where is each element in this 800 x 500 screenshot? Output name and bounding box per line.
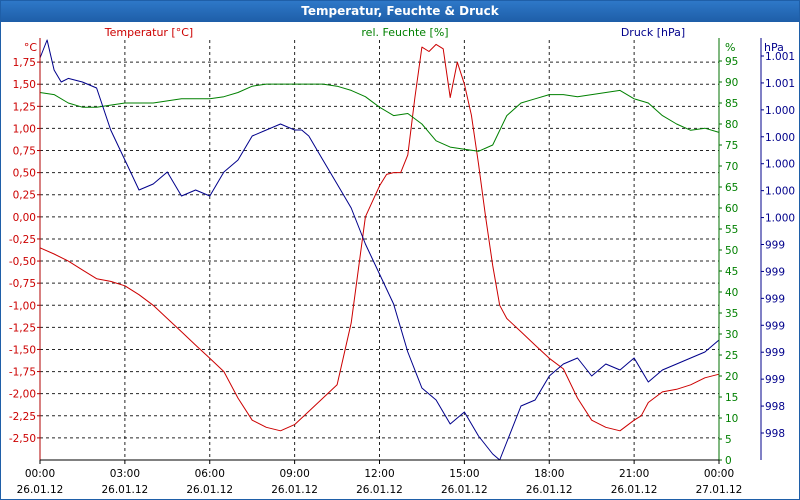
humidity-tick-label: 0 (725, 455, 732, 467)
temperature-tick-label: 0,50 (13, 168, 36, 180)
humidity-unit-label: % (725, 41, 735, 54)
x-tick-time-label: 06:00 (195, 468, 225, 480)
pressure-tick-label: 1.000 (765, 186, 795, 198)
temperature-tick-label: 0,00 (13, 212, 36, 224)
humidity-tick-label: 15 (725, 392, 738, 404)
temperature-tick-label: -0,25 (9, 234, 36, 246)
temperature-tick-label: 0,25 (13, 190, 36, 202)
x-tick-time-label: 09:00 (279, 468, 309, 480)
humidity-tick-label: 5 (725, 434, 732, 446)
temperature-axis-title: Temperatur [°C] (104, 26, 193, 39)
series-line-temperature (39, 43, 720, 432)
temperature-tick-label: -1,50 (9, 344, 36, 356)
x-tick-date-label: 26.01.12 (441, 484, 488, 496)
axis-ticks: 1,75 1,50 1,25 1,00 0,75 0,50 0,25 0,00 -0,25 -0,… (9, 51, 795, 496)
humidity-tick-label: 20 (725, 371, 738, 383)
humidity-tick-label: 95 (725, 56, 738, 68)
humidity-tick-label: 85 (725, 98, 738, 110)
pressure-tick-label: 1.001 (765, 78, 795, 90)
pressure-tick-label: 999 (765, 374, 785, 386)
chart-svg: 1,75 1,50 1,25 1,00 0,75 0,50 0,25 0,00 -0,25 -0,… (9, 26, 795, 496)
temperature-tick-label: -1,75 (9, 367, 36, 379)
x-tick-date-label: 27.01.12 (696, 484, 743, 496)
humidity-tick-label: 75 (725, 140, 738, 152)
pressure-tick-label: 998 (765, 428, 785, 440)
humidity-tick-label: 25 (725, 350, 738, 362)
temperature-tick-label: -0,50 (9, 256, 36, 268)
humidity-tick-label: 80 (725, 119, 738, 131)
pressure-tick-label: 999 (765, 320, 785, 332)
humidity-tick-label: 35 (725, 308, 738, 320)
temperature-tick-label: 1,25 (13, 101, 36, 113)
pressure-axis-title: Druck [hPa] (621, 26, 685, 39)
humidity-tick-label: 45 (725, 266, 738, 278)
pressure-tick-label: 999 (765, 347, 785, 359)
x-tick-time-label: 00:00 (704, 468, 734, 480)
pressure-tick-label: 1.000 (765, 132, 795, 144)
x-tick-time-label: 18:00 (534, 468, 564, 480)
series-layer (39, 39, 720, 461)
x-tick-time-label: 15:00 (449, 468, 479, 480)
x-tick-date-label: 26.01.12 (17, 484, 64, 496)
x-tick-time-label: 03:00 (110, 468, 140, 480)
humidity-tick-label: 40 (725, 287, 738, 299)
humidity-axis-title: rel. Feuchte [%] (361, 26, 448, 39)
temperature-tick-label: 0,75 (13, 146, 36, 158)
x-tick-date-label: 26.01.12 (526, 484, 573, 496)
pressure-unit-label: hPa (764, 41, 784, 54)
temperature-tick-label: -1,00 (9, 300, 36, 312)
humidity-tick-label: 55 (725, 224, 738, 236)
humidity-tick-label: 10 (725, 413, 738, 425)
temperature-unit-label: °C (24, 41, 38, 54)
humidity-tick-label: 70 (725, 161, 738, 173)
pressure-tick-label: 1.000 (765, 159, 795, 171)
humidity-tick-label: 30 (725, 329, 738, 341)
temperature-tick-label: -2,00 (9, 389, 36, 401)
chart-title: Temperatur, Feuchte & Druck (1, 1, 799, 22)
temperature-tick-label: -2,50 (9, 433, 36, 445)
series-line-humidity (39, 83, 720, 152)
pressure-tick-label: 998 (765, 401, 785, 413)
x-tick-time-label: 12:00 (364, 468, 394, 480)
x-tick-date-label: 26.01.12 (101, 484, 148, 496)
pressure-tick-label: 999 (765, 266, 785, 278)
pressure-tick-label: 999 (765, 293, 785, 305)
humidity-tick-label: 65 (725, 182, 738, 194)
temperature-tick-label: 1,00 (13, 123, 36, 135)
x-tick-date-label: 26.01.12 (356, 484, 403, 496)
x-tick-date-label: 26.01.12 (271, 484, 318, 496)
temperature-tick-label: -1,25 (9, 322, 36, 334)
temperature-tick-label: 1,75 (13, 57, 36, 69)
pressure-tick-label: 1.001 (765, 51, 795, 63)
temperature-tick-label: -2,25 (9, 411, 36, 423)
humidity-tick-label: 60 (725, 203, 738, 215)
pressure-tick-label: 999 (765, 240, 785, 252)
pressure-tick-label: 1.000 (765, 105, 795, 117)
x-tick-date-label: 26.01.12 (186, 484, 233, 496)
grid-lines (40, 40, 719, 460)
temperature-tick-label: -0,75 (9, 278, 36, 290)
x-tick-date-label: 26.01.12 (611, 484, 658, 496)
temperature-tick-label: 1,50 (13, 79, 36, 91)
humidity-tick-label: 50 (725, 245, 738, 257)
x-tick-time-label: 21:00 (619, 468, 649, 480)
pressure-tick-label: 1.000 (765, 213, 795, 225)
x-tick-time-label: 00:00 (25, 468, 55, 480)
series-line-pressure (39, 39, 720, 461)
humidity-tick-label: 90 (725, 77, 738, 89)
